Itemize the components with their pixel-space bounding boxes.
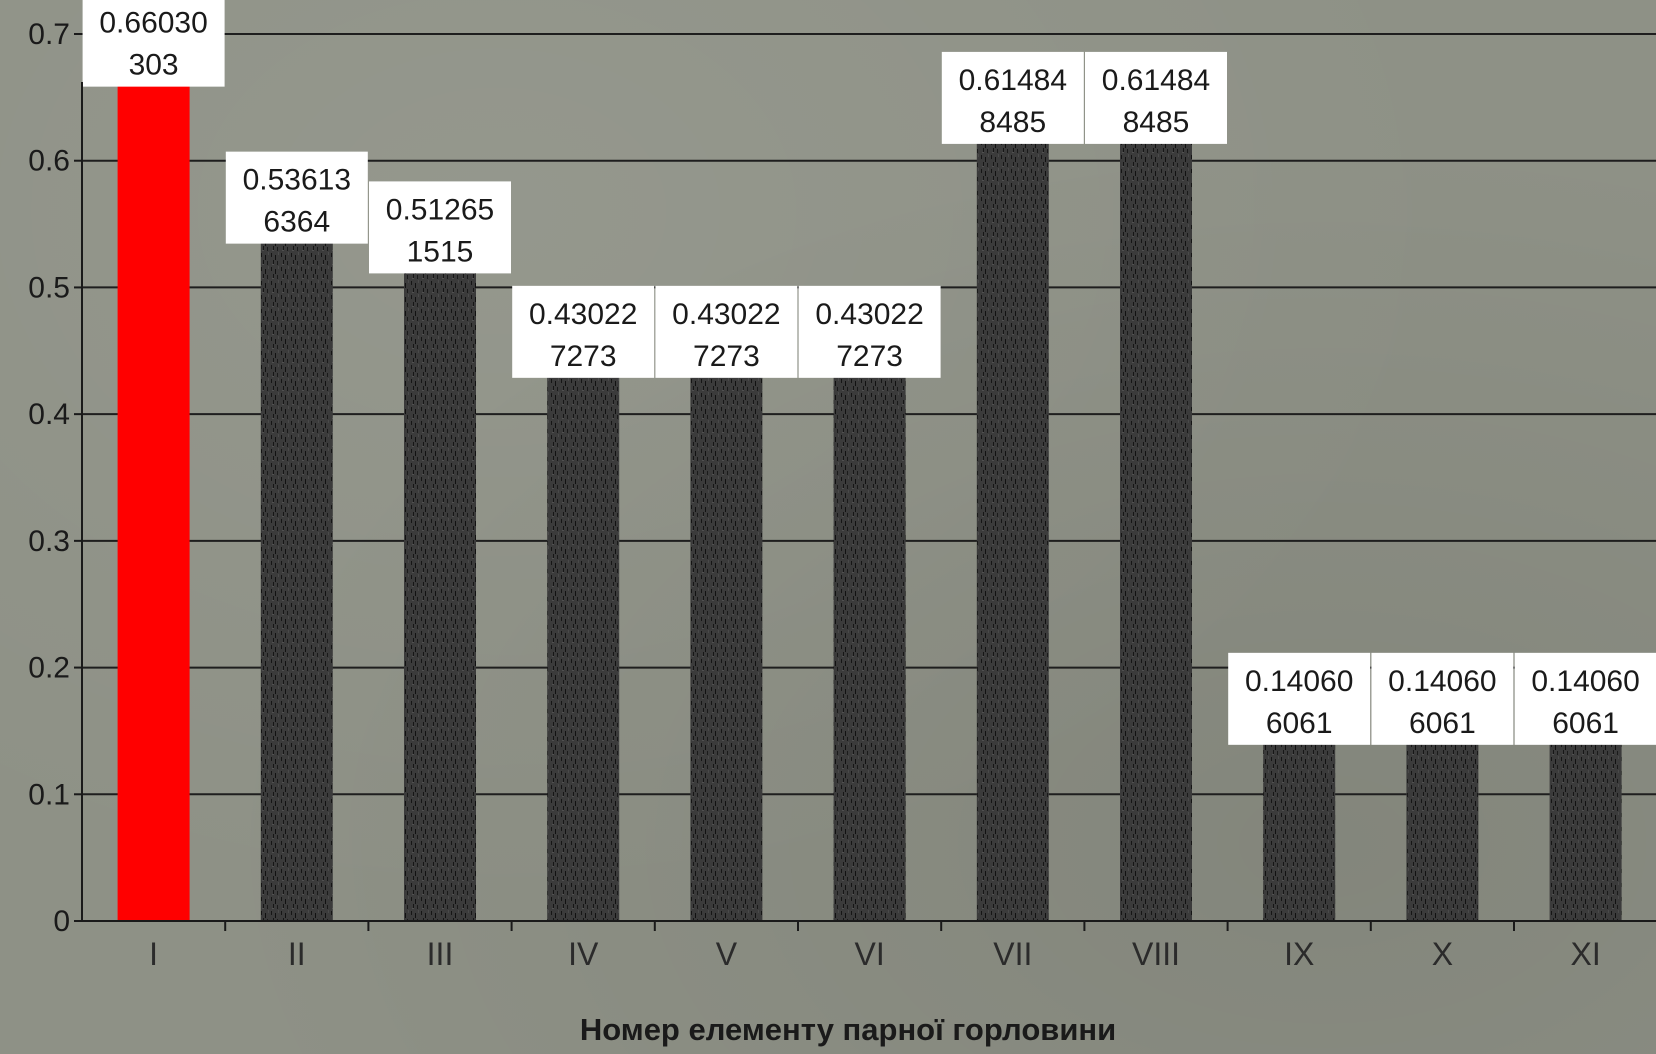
data-label-text: 7273 bbox=[693, 340, 760, 373]
data-label-box bbox=[369, 181, 511, 274]
data-label-XI: 0.14060 6061 bbox=[1514, 652, 1656, 745]
category-label: VI bbox=[854, 936, 884, 972]
data-label-text: 0.14060 bbox=[1531, 665, 1639, 698]
data-label-box bbox=[1371, 652, 1514, 745]
data-label-text: 0.14060 bbox=[1245, 665, 1353, 698]
category-label: V bbox=[716, 936, 738, 972]
y-tick-label: 0.3 bbox=[28, 525, 70, 558]
data-label-V: 0.43022 7273 bbox=[655, 285, 798, 378]
data-label-box bbox=[512, 285, 655, 378]
y-tick-label: 0.4 bbox=[28, 398, 70, 431]
data-label-text: 6364 bbox=[263, 206, 330, 239]
category-label: I bbox=[149, 936, 158, 972]
data-label-box bbox=[225, 151, 368, 244]
data-label-text: 0.51265 bbox=[386, 193, 494, 226]
bar-III bbox=[404, 271, 476, 921]
data-label-text: 0.14060 bbox=[1388, 665, 1496, 698]
bar-I bbox=[117, 84, 190, 921]
bar-IV bbox=[547, 375, 620, 921]
category-label: IX bbox=[1284, 936, 1314, 972]
data-label-text: 303 bbox=[129, 49, 179, 82]
data-label-I: 0.66030 303 bbox=[82, 0, 225, 87]
data-label-box bbox=[82, 0, 225, 87]
data-label-text: 0.66030 bbox=[99, 7, 207, 40]
data-label-text: 0.61484 bbox=[1102, 64, 1210, 97]
data-label-text: 0.43022 bbox=[529, 298, 637, 331]
y-tick-label: 0.6 bbox=[28, 145, 70, 178]
data-label-text: 8485 bbox=[1123, 106, 1190, 139]
data-label-box bbox=[941, 51, 1084, 144]
data-label-text: 6061 bbox=[1266, 707, 1333, 740]
data-label-text: 8485 bbox=[979, 106, 1046, 139]
data-label-X: 0.14060 6061 bbox=[1371, 652, 1514, 745]
category-label: X bbox=[1432, 936, 1453, 972]
data-label-VIII: 0.61484 8485 bbox=[1085, 51, 1227, 144]
data-label-text: 1515 bbox=[407, 235, 474, 268]
data-label-II: 0.53613 6364 bbox=[225, 151, 368, 244]
data-label-box bbox=[1228, 652, 1371, 745]
y-tick-label: 0 bbox=[53, 905, 70, 938]
data-label-VII: 0.61484 8485 bbox=[941, 51, 1084, 144]
bar-II bbox=[260, 241, 333, 921]
bar-X bbox=[1406, 742, 1479, 921]
bar-XI bbox=[1549, 742, 1622, 921]
bar-VIII bbox=[1120, 141, 1192, 921]
category-label: VII bbox=[993, 936, 1032, 972]
y-tick-label: 0.7 bbox=[28, 18, 70, 51]
data-label-IV: 0.43022 7273 bbox=[512, 285, 655, 378]
category-label: II bbox=[288, 936, 306, 972]
data-label-text: 0.43022 bbox=[672, 298, 780, 331]
data-label-text: 6061 bbox=[1552, 707, 1619, 740]
data-label-box bbox=[1085, 51, 1227, 144]
category-label: VIII bbox=[1132, 936, 1180, 972]
data-label-text: 7273 bbox=[836, 340, 903, 373]
data-label-text: 6061 bbox=[1409, 707, 1476, 740]
data-label-box bbox=[1514, 652, 1656, 745]
data-label-text: 0.53613 bbox=[243, 164, 351, 197]
bar-IX bbox=[1263, 742, 1336, 921]
y-tick-label: 0.2 bbox=[28, 652, 70, 685]
data-label-box bbox=[655, 285, 798, 378]
y-tick-label: 0.1 bbox=[28, 778, 70, 811]
data-label-box bbox=[798, 285, 941, 378]
bar-VI bbox=[833, 375, 906, 921]
bar-V bbox=[690, 375, 763, 921]
data-label-text: 7273 bbox=[550, 340, 617, 373]
category-label: IV bbox=[568, 936, 599, 972]
data-label-text: 0.61484 bbox=[959, 64, 1067, 97]
x-axis-title: Номер елементу парної горловини bbox=[580, 1012, 1116, 1047]
data-label-IX: 0.14060 6061 bbox=[1228, 652, 1371, 745]
bar-VII bbox=[976, 141, 1049, 921]
data-label-text: 0.43022 bbox=[815, 298, 923, 331]
category-label: XI bbox=[1570, 936, 1600, 972]
y-tick-label: 0.5 bbox=[28, 271, 70, 304]
data-label-VI: 0.43022 7273 bbox=[798, 285, 941, 378]
category-label: III bbox=[427, 936, 454, 972]
data-label-III: 0.51265 1515 bbox=[369, 181, 511, 274]
